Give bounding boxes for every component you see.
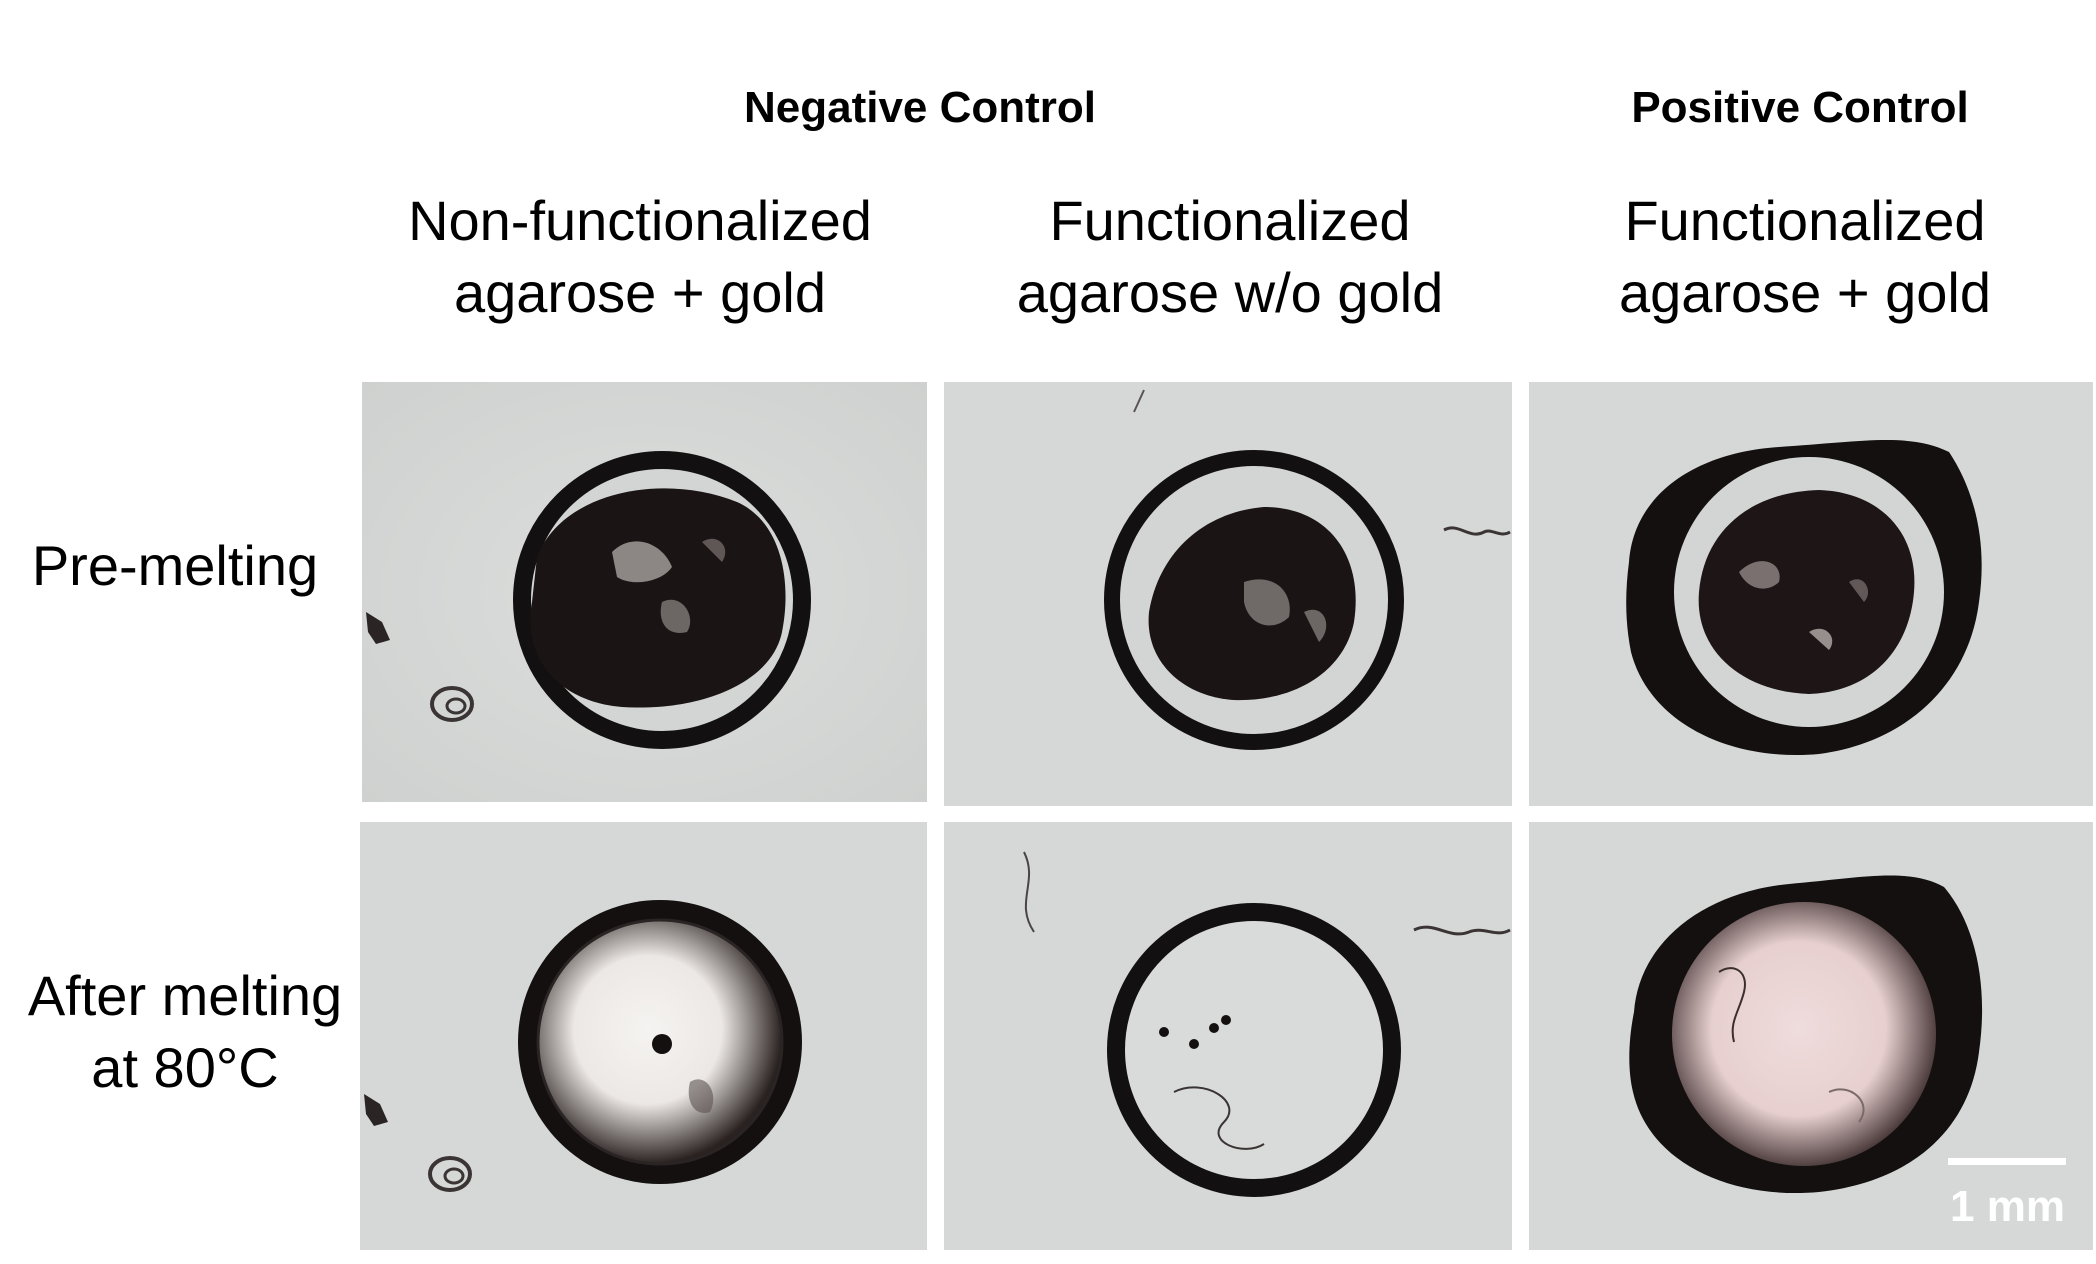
micrograph-func-gold-pre-melting xyxy=(1529,382,2093,806)
row-label-after-melting: After melting at 80°C xyxy=(10,960,360,1104)
column-title-line2: agarose + gold xyxy=(453,261,827,324)
column-title-functionalized-no-gold: Functionalized agarose w/o gold xyxy=(930,185,1530,329)
row-label-line1: After melting xyxy=(27,964,343,1027)
negative-control-title: Negative Control xyxy=(743,83,1097,132)
column-title-functionalized-gold: Functionalized agarose + gold xyxy=(1505,185,2096,329)
column-title-line2: agarose w/o gold xyxy=(1016,261,1444,324)
scale-bar xyxy=(1948,1158,2066,1165)
micrograph-func-gold-after-melting xyxy=(1529,822,2093,1250)
row-label-line2: at 80°C xyxy=(91,1036,279,1099)
column-title-line1: Functionalized xyxy=(1624,189,1986,252)
row-label-line1: Pre-melting xyxy=(31,534,319,597)
column-title-line1: Non-functionalized xyxy=(408,189,872,252)
micrograph-func-nogold-pre-melting xyxy=(944,382,1512,806)
column-title-line2: agarose + gold xyxy=(1618,261,1992,324)
micrograph-func-nogold-after-melting xyxy=(944,822,1512,1250)
row-label-pre-melting: Pre-melting xyxy=(10,530,340,602)
positive-control-title: Positive Control xyxy=(1631,83,1969,132)
column-title-line1: Functionalized xyxy=(1049,189,1411,252)
micrograph-nonfunc-gold-after-melting xyxy=(360,822,927,1250)
column-title-non-functionalized-gold: Non-functionalized agarose + gold xyxy=(340,185,940,329)
scale-bar-label: 1 mm xyxy=(1950,1182,2065,1231)
micrograph-nonfunc-gold-pre-melting xyxy=(362,382,927,802)
